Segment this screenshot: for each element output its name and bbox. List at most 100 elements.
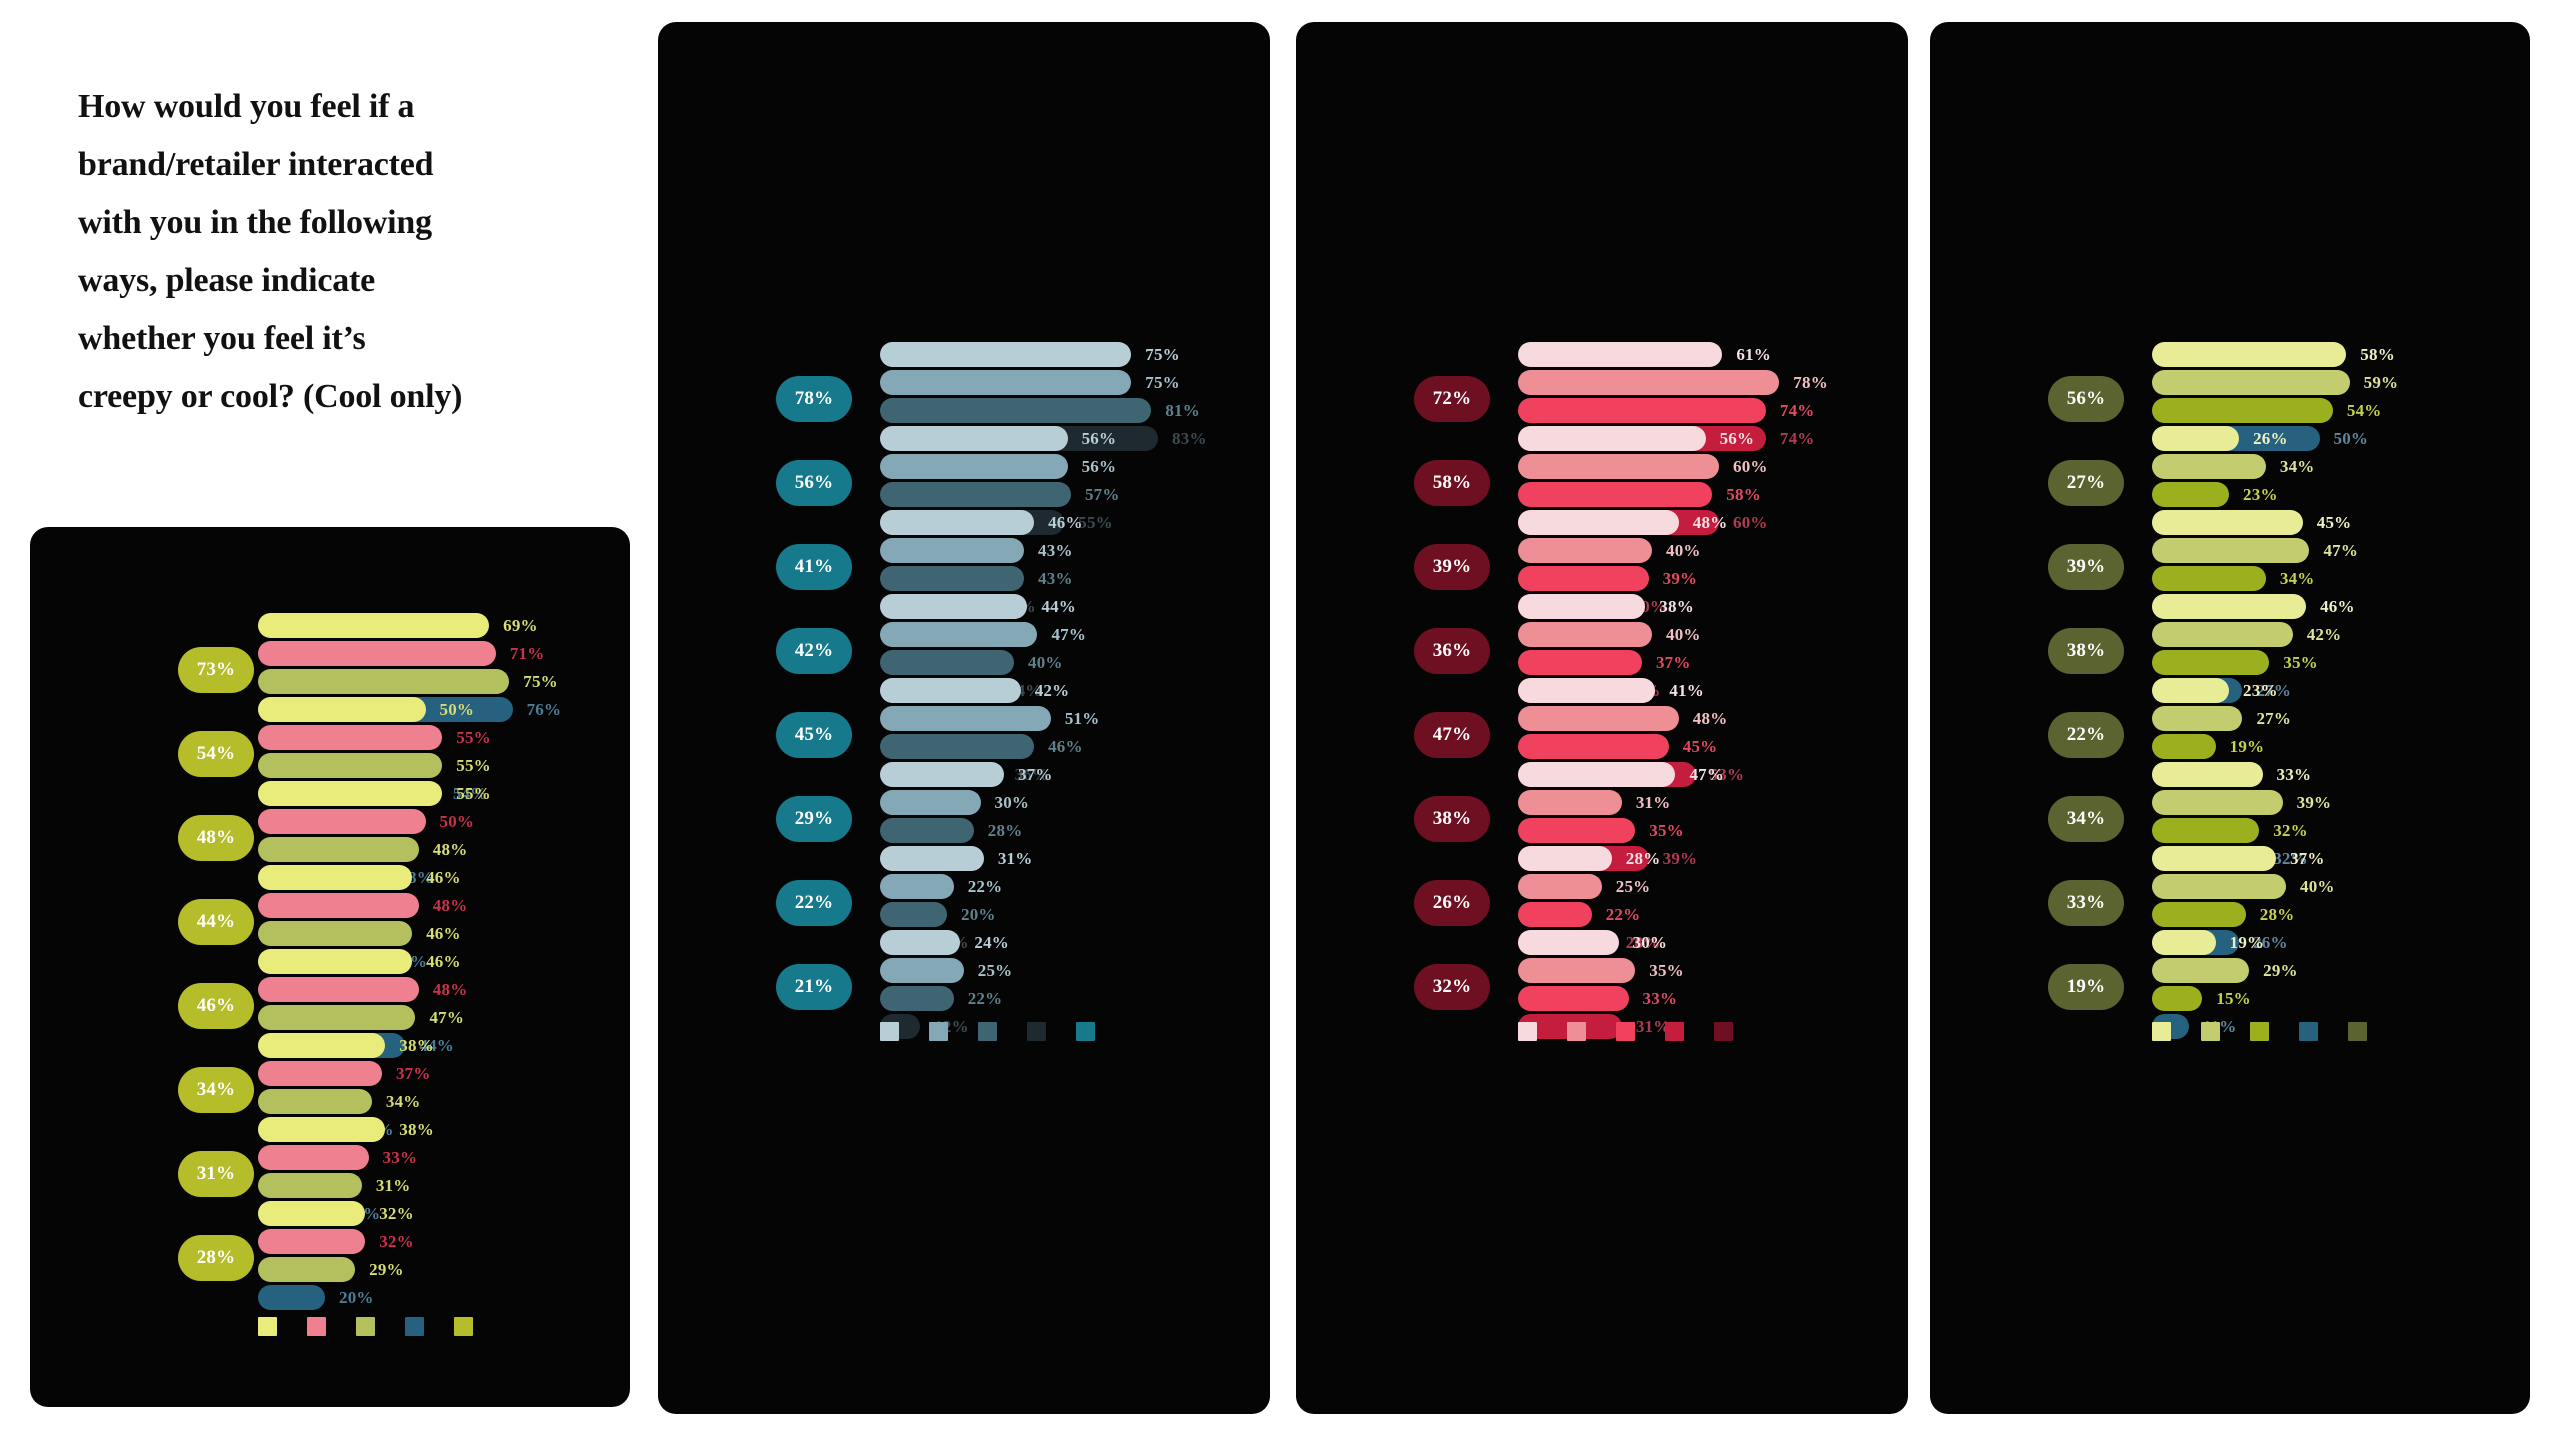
chart-panel-2: 78% 75% 75% 81% 83% 56% 56% 56% 57% 55% 41% 46% 43% 4…: [658, 22, 1270, 1414]
page-title-line: How would you feel if a: [78, 88, 415, 125]
bar-row: 25%: [880, 958, 1012, 983]
bar-value-label: 40%: [1666, 540, 1701, 560]
bar: [1518, 594, 1646, 619]
bar: [880, 762, 1004, 787]
bar: [2152, 510, 2303, 535]
legend-swatch[interactable]: [356, 1317, 375, 1336]
bar-value-label: 55%: [456, 783, 491, 803]
bar: [1518, 874, 1602, 899]
bar-row: 38%: [258, 1033, 434, 1058]
bar-value-label: 45%: [2316, 512, 2352, 532]
legend-swatch[interactable]: [1027, 1022, 1046, 1041]
bar: [880, 342, 1132, 367]
bar: [258, 753, 443, 778]
bar: [258, 1257, 356, 1282]
bar: [2152, 482, 2230, 507]
legend-swatch[interactable]: [1076, 1022, 1095, 1041]
bar-row: 45%: [2152, 510, 2358, 535]
bar: [258, 697, 426, 722]
bar-row: 51%: [880, 706, 1099, 731]
plot-area: 78% 75% 75% 81% 83% 56% 56% 56% 57% 55% 41% 46% 43% 4…: [658, 22, 1270, 1414]
bar-row: 46%: [258, 949, 467, 974]
bar-value-label: 30%: [1632, 932, 1668, 952]
bar-value-label: 57%: [1084, 484, 1120, 504]
legend-swatch[interactable]: [880, 1022, 899, 1041]
bar: [2152, 846, 2276, 871]
bar: [880, 538, 1025, 563]
legend-swatch[interactable]: [454, 1317, 473, 1336]
bar-row: 32%: [2152, 818, 2331, 843]
bar-value-label: 43%: [1038, 568, 1073, 588]
bar: [2152, 566, 2266, 591]
bar-value-label: 74%: [1779, 428, 1815, 448]
bar-row: 35%: [1518, 958, 1684, 983]
bar-row: 25%: [1518, 874, 1660, 899]
bar: [258, 725, 443, 750]
bar-value-label: 31%: [1635, 1016, 1671, 1036]
legend-swatch[interactable]: [2250, 1022, 2269, 1041]
bar-value-label: 33%: [1642, 988, 1678, 1008]
bar-row: 56%: [880, 426, 1120, 451]
bar-value-label: 46%: [426, 867, 461, 887]
group-summary-pill: 45%: [776, 712, 852, 758]
bar-value-label: 26%: [2253, 428, 2288, 448]
legend-swatch[interactable]: [1665, 1022, 1684, 1041]
bar-row: 45%: [1518, 734, 1744, 759]
bar-value-label: 45%: [1682, 736, 1718, 756]
bar-row: 32%: [258, 1229, 414, 1254]
bar-value-label: 56%: [1081, 428, 1117, 448]
bar-value-label: 50%: [439, 811, 475, 831]
bar: [2152, 930, 2216, 955]
bar-value-label: 25%: [977, 960, 1013, 980]
legend-swatch[interactable]: [978, 1022, 997, 1041]
legend-swatch[interactable]: [2348, 1022, 2367, 1041]
bar-row: 33%: [2152, 762, 2331, 787]
bar: [880, 706, 1051, 731]
bar-row: 81%: [880, 398, 1207, 423]
bar: [880, 370, 1132, 395]
legend-swatch[interactable]: [1616, 1022, 1635, 1041]
bar-value-label: 30%: [994, 792, 1030, 812]
bar: [258, 1201, 366, 1226]
legend-swatch[interactable]: [258, 1317, 277, 1336]
bar-row: 32%: [258, 1201, 414, 1226]
group-summary-pill: 26%: [1414, 880, 1490, 926]
bar-row: 29%: [258, 1257, 414, 1282]
legend-swatch[interactable]: [929, 1022, 948, 1041]
bar-group: 24% 25% 22% 12%: [880, 930, 1012, 1042]
plot-area: 73% 69% 71% 75% 76% 54% 50% 55% 55% 54% 48% 55% 50% 4…: [30, 527, 630, 1407]
bar-row: 48%: [258, 837, 491, 862]
bar-row: 47%: [1518, 762, 1724, 787]
bar-value-label: 71%: [509, 643, 545, 663]
legend-swatch[interactable]: [2299, 1022, 2318, 1041]
bar-value-label: 37%: [395, 1063, 431, 1083]
page-title: How would you feel if a brand/retailer i…: [78, 78, 618, 426]
legend-swatch[interactable]: [405, 1317, 424, 1336]
legend-swatch[interactable]: [1567, 1022, 1586, 1041]
bar-value-label: 34%: [2279, 456, 2315, 476]
bar: [2152, 370, 2350, 395]
bar: [258, 1285, 325, 1310]
bar-row: 78%: [1518, 370, 1828, 395]
group-summary-pill: 32%: [1414, 964, 1490, 1010]
bar: [258, 781, 443, 806]
legend-swatch[interactable]: [1518, 1022, 1537, 1041]
group-summary-pill: 19%: [2048, 964, 2124, 1010]
bar: [1518, 566, 1649, 591]
bar-row: 58%: [2152, 342, 2398, 367]
legend-swatch[interactable]: [307, 1317, 326, 1336]
legend-swatch[interactable]: [1714, 1022, 1733, 1041]
bar-value-label: 46%: [426, 951, 461, 971]
bar-value-label: 50%: [2333, 428, 2369, 448]
legend-swatch[interactable]: [2201, 1022, 2220, 1041]
bar-value-label: 35%: [1649, 960, 1684, 980]
bar-row: 69%: [258, 613, 561, 638]
bar: [880, 678, 1021, 703]
bar: [1518, 454, 1719, 479]
bar-value-label: 32%: [2273, 820, 2308, 840]
legend-swatch[interactable]: [2152, 1022, 2171, 1041]
bar-value-label: 36%: [1014, 764, 1050, 784]
bar: [1518, 622, 1652, 647]
bar-row: 29%: [2152, 958, 2298, 983]
bar-value-label: 46%: [1048, 512, 1083, 532]
